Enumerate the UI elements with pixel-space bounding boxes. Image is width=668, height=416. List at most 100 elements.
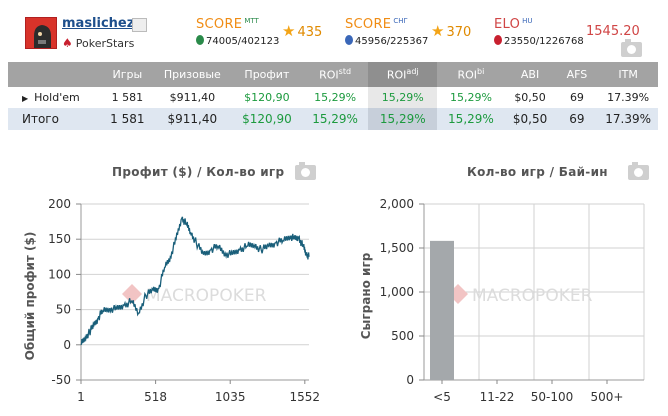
row-label-text: Hold'em — [34, 91, 80, 104]
cell-prize: $911,40 — [152, 87, 232, 108]
x-tick-label: 1 — [77, 390, 85, 404]
camera-icon[interactable] — [628, 162, 649, 180]
y-tick-label: 200 — [48, 197, 71, 211]
score-sng-rank: 45956/225367 — [355, 36, 429, 47]
y-tick-label: 1,000 — [380, 285, 414, 299]
score-sng-stars: ★ 370 — [431, 22, 471, 40]
score-mtt-stars: ★ 435 — [282, 22, 322, 40]
star-icon: ★ — [282, 22, 296, 40]
x-tick-label: <5 — [433, 390, 451, 404]
column-header-roi-std[interactable]: ROIstd — [302, 62, 369, 87]
player-menu-button[interactable] — [132, 18, 147, 32]
cell-roi-bi: 15,29% — [437, 87, 505, 108]
profit-chart-x-ticks: 1 518 1035 1552 — [77, 380, 320, 404]
score-mtt-rank: 74005/402123 — [206, 36, 280, 47]
column-header-roi-bi[interactable]: ROIbi — [437, 62, 505, 87]
macropoker-logo-icon — [122, 284, 142, 304]
elo-title: ELO — [494, 17, 521, 32]
y-tick-label: 500 — [391, 329, 414, 343]
score-mtt-stars-value: 435 — [297, 25, 323, 40]
games-chart-y-axis-label: Сыграно игр — [359, 252, 373, 339]
cell-prize: $911,40 — [152, 108, 232, 130]
profit-chart-y-ticks: -50 0 50 100 150 200 — [48, 197, 81, 387]
games-by-buyin-chart: MACROPOKER 0 500 1,000 1,500 2,000 <5 11-22 50… — [359, 197, 645, 404]
column-header-sup: std — [338, 67, 352, 77]
player-name-link[interactable]: maslichez — [62, 16, 135, 31]
cell-games: 1 581 — [101, 108, 153, 130]
score-sng-sup: СНГ — [393, 17, 408, 26]
column-header-abi[interactable]: ABI — [504, 62, 556, 87]
games-chart-title: Кол-во игр / Бай-ин — [467, 165, 608, 179]
cell-abi: $0,50 — [504, 108, 556, 130]
y-tick-label: 0 — [406, 373, 414, 387]
y-tick-label: 150 — [48, 232, 71, 246]
column-header-itm[interactable]: ITM — [598, 62, 658, 87]
column-header-prize[interactable]: Призовые — [152, 62, 232, 87]
medal-icon — [494, 35, 502, 45]
stats-table: Игры Призовые Профит ROIstd ROIadj ROIbi… — [8, 62, 658, 130]
expand-arrow-icon[interactable]: ▶ — [22, 94, 29, 103]
cell-itm: 17.39% — [598, 108, 658, 130]
bar-<5 — [430, 240, 454, 380]
column-header-sup: bi — [477, 67, 485, 77]
y-tick-label: -50 — [51, 373, 71, 387]
table-row-total: Итого 1 581 $911,40 $120,90 15,29% 15,29… — [8, 108, 658, 130]
y-tick-label: 100 — [48, 267, 71, 281]
cell-profit: $120,90 — [231, 87, 303, 108]
score-sng-title: SCORE — [345, 17, 392, 32]
column-header-label: ROI — [457, 68, 478, 82]
cell-roi-bi: 15,29% — [437, 108, 505, 130]
camera-icon[interactable] — [621, 39, 642, 57]
profit-line — [80, 216, 310, 346]
star-icon: ★ — [431, 22, 445, 40]
score-sng: SCORE СНГ 45956/225367 — [345, 17, 428, 47]
profit-chart-y-axis-label: Общий профит ($) — [23, 232, 37, 361]
table-row[interactable]: ▶ Hold'em 1 581 $911,40 $120,90 15,29% 15… — [8, 87, 658, 108]
elo-hu: ELO HU 23550/1226768 — [494, 17, 584, 47]
watermark-text: MACROPOKER — [472, 286, 593, 306]
row-label: ▶ Hold'em — [8, 87, 102, 108]
medal-icon — [196, 35, 204, 45]
games-chart-y-ticks: 0 500 1,000 1,500 2,000 — [380, 197, 424, 387]
camera-icon[interactable] — [295, 162, 316, 180]
y-tick-label: 2,000 — [380, 197, 414, 211]
x-tick-label: 11-22 — [480, 390, 515, 404]
games-chart-x-ticks: <5 11-22 50-100 500+ — [433, 380, 623, 404]
cell-abi: $0,50 — [504, 87, 556, 108]
watermark-text: MACROPOKER — [146, 286, 267, 306]
score-mtt-title: SCORE — [196, 17, 243, 32]
y-tick-label: 1,500 — [380, 241, 414, 255]
column-header-label: ROI — [386, 68, 407, 82]
cell-afs: 69 — [555, 108, 599, 130]
elo-sup: HU — [522, 17, 533, 26]
poker-room: ♠ PokerStars — [62, 36, 134, 50]
column-header-sup: adj — [406, 67, 419, 77]
cell-roi-std: 15,29% — [302, 87, 369, 108]
cell-afs: 69 — [555, 87, 599, 108]
x-tick-label: 500+ — [591, 390, 624, 404]
cell-profit: $120,90 — [231, 108, 303, 130]
x-tick-label: 50-100 — [531, 390, 574, 404]
watermark: MACROPOKER — [122, 284, 267, 306]
y-tick-label: 50 — [56, 303, 71, 317]
column-header — [8, 62, 102, 87]
medal-icon — [345, 35, 353, 45]
cell-itm: 17.39% — [598, 87, 658, 108]
table-header-row: Игры Призовые Профит ROIstd ROIadj ROIbi… — [8, 62, 658, 87]
column-header-games[interactable]: Игры — [101, 62, 153, 87]
pokerstars-icon: ♠ — [62, 36, 73, 50]
column-header-profit[interactable]: Профит — [231, 62, 303, 87]
x-tick-label: 1552 — [290, 390, 321, 404]
elo-value: 1545.20 — [586, 24, 640, 39]
column-header-label: ROI — [319, 68, 339, 82]
watermark: MACROPOKER — [448, 284, 593, 306]
poker-room-label: PokerStars — [75, 37, 135, 50]
score-sng-stars-value: 370 — [446, 25, 472, 40]
row-label: Итого — [8, 108, 102, 130]
cell-roi-std: 15,29% — [302, 108, 369, 130]
avatar[interactable] — [25, 17, 57, 49]
column-header-roi-adj[interactable]: ROIadj — [368, 62, 438, 87]
column-header-afs[interactable]: AFS — [555, 62, 599, 87]
elo-rank: 23550/1226768 — [504, 36, 584, 47]
